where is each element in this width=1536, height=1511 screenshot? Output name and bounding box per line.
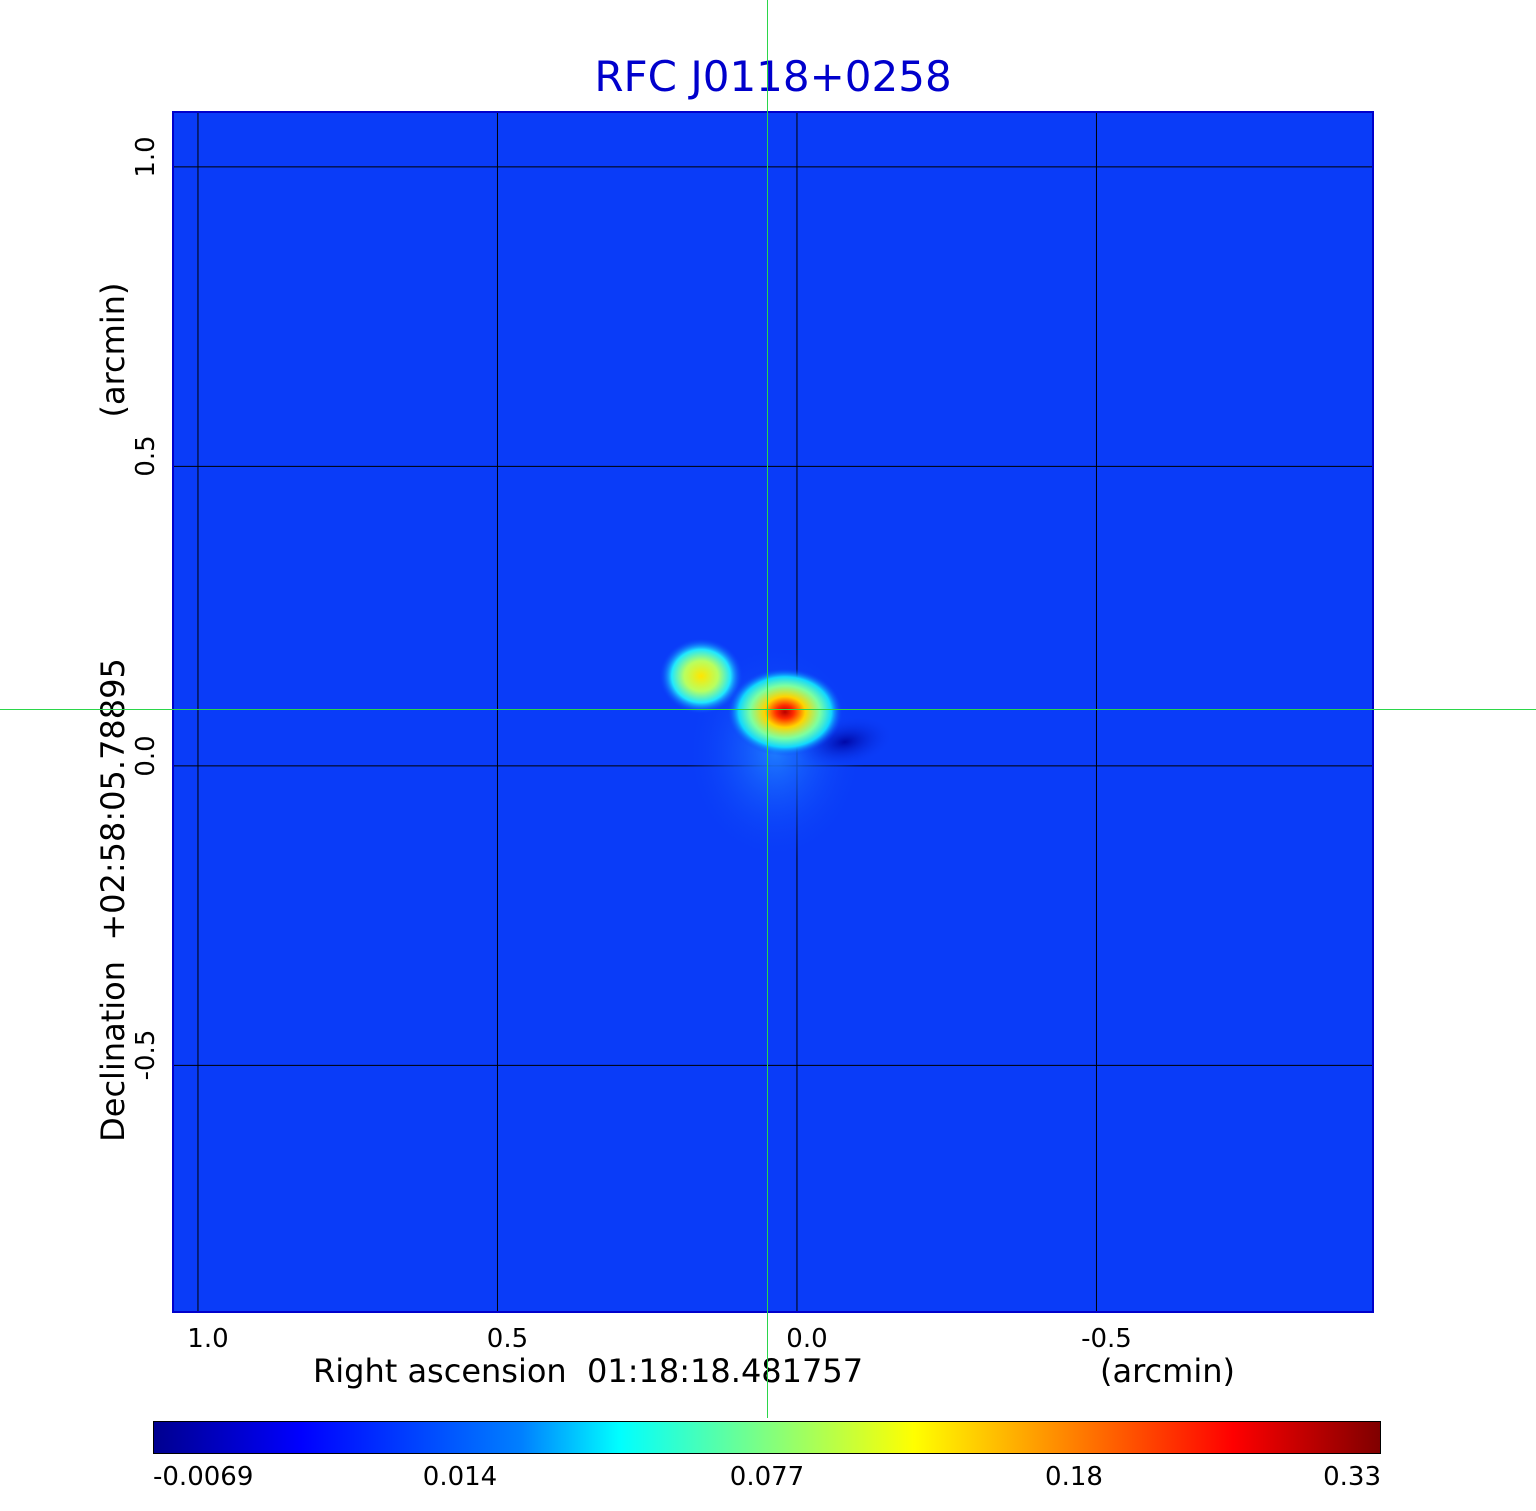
y-tick-label: 0.5 xyxy=(131,435,161,478)
x-tick-label: 0.0 xyxy=(786,1324,828,1354)
colorbar xyxy=(153,1421,1381,1454)
y-axis-unit: (arcmin) xyxy=(94,282,132,418)
colorbar-tick-label: 0.33 xyxy=(1323,1462,1381,1492)
image-plot-area[interactable] xyxy=(172,111,1374,1313)
y-tick-label: 1.0 xyxy=(131,136,161,178)
radio-image-svg xyxy=(174,113,1372,1311)
y-tick-label: 0.0 xyxy=(131,735,161,777)
x-axis-label: Right ascension 01:18:18.481757 xyxy=(313,1352,864,1390)
colorbar-tick-label: -0.0069 xyxy=(153,1462,254,1492)
y-tick-label: -0.5 xyxy=(131,1030,161,1081)
colorbar-tick-label: 0.18 xyxy=(1045,1462,1103,1492)
source-emission xyxy=(659,638,895,862)
source-knot xyxy=(659,638,744,715)
x-tick-label: 0.5 xyxy=(486,1324,529,1354)
source-core xyxy=(726,668,843,756)
crosshair-horizontal xyxy=(0,709,1536,710)
colorbar-tick-label: 0.077 xyxy=(729,1462,805,1492)
x-tick-label: -0.5 xyxy=(1081,1324,1132,1354)
plot-title: RFC J0118+0258 xyxy=(594,52,952,101)
colorbar-tick-label: 0.014 xyxy=(422,1462,498,1492)
y-axis-label: Declination +02:58:05.78895 xyxy=(94,658,132,1142)
x-tick-label: 1.0 xyxy=(187,1324,229,1354)
x-axis-unit: (arcmin) xyxy=(1100,1352,1235,1390)
